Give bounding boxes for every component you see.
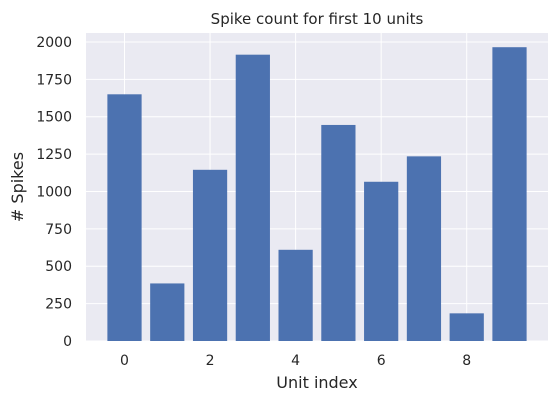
x-tick-label: 4 — [291, 353, 300, 369]
y-axis-ticks: 0 250 500 750 1000 1250 1500 1750 2000 — [36, 35, 72, 350]
chart-title: Spike count for first 10 units — [211, 10, 424, 28]
bar-unit-6 — [364, 181, 399, 341]
bar-unit-3 — [235, 54, 270, 341]
bar-unit-4 — [278, 249, 313, 341]
x-tick-label: 0 — [120, 353, 129, 369]
y-axis-label: # Spikes — [8, 152, 27, 222]
y-tick-label: 1000 — [36, 184, 72, 200]
bar-unit-7 — [406, 156, 442, 341]
y-tick-label: 1750 — [36, 72, 72, 88]
bars — [107, 47, 527, 342]
y-tick-label: 1500 — [36, 110, 72, 126]
bar-unit-8 — [449, 313, 484, 341]
y-tick-label: 1250 — [36, 147, 72, 163]
x-axis-ticks: 0 2 4 6 8 — [120, 353, 471, 369]
bar-unit-0 — [107, 94, 142, 342]
y-tick-label: 2000 — [36, 35, 72, 51]
y-tick-label: 0 — [63, 334, 72, 350]
y-tick-label: 750 — [45, 222, 72, 238]
x-tick-label: 8 — [462, 353, 471, 369]
bar-unit-1 — [150, 283, 185, 341]
bar-unit-5 — [321, 124, 356, 342]
x-axis-label: Unit index — [276, 373, 357, 392]
bar-unit-2 — [192, 169, 228, 341]
y-tick-label: 500 — [45, 259, 72, 275]
y-tick-label: 250 — [45, 297, 72, 313]
x-tick-label: 2 — [206, 353, 215, 369]
bar-unit-9 — [492, 47, 527, 341]
x-tick-label: 6 — [377, 353, 386, 369]
